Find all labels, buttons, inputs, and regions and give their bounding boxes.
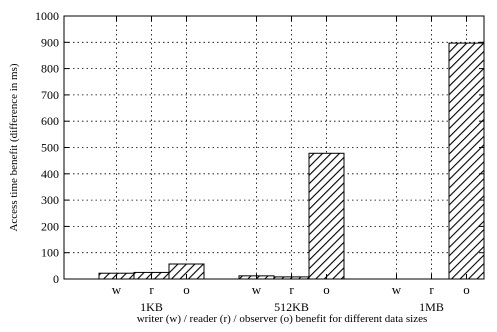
bar-512KB-o bbox=[308, 152, 345, 280]
y-tick-label: 800 bbox=[41, 62, 59, 76]
y-axis-label: Access time benefit (difference in ms) bbox=[8, 63, 20, 231]
bar-series-label: r bbox=[429, 282, 434, 297]
bar-series-label: r bbox=[289, 282, 294, 297]
group-label: 512KB bbox=[274, 300, 309, 314]
y-tick-label: 1000 bbox=[35, 9, 59, 23]
bar-series-label: o bbox=[323, 282, 330, 297]
group-label: 1MB bbox=[419, 300, 444, 314]
y-tick-label: 400 bbox=[41, 167, 59, 181]
y-tick-label: 600 bbox=[41, 114, 59, 128]
bar-1MB-o bbox=[448, 42, 485, 280]
y-tick-label: 200 bbox=[41, 219, 59, 233]
y-axis-ticks: 0 100 200 300 400 500 600 700 800 900 1000 bbox=[35, 9, 484, 286]
bar-series-label: w bbox=[112, 282, 122, 297]
category-labels: w r o 1KB w r o 512KB w r o 1MB bbox=[112, 282, 470, 314]
bar-series-label: o bbox=[183, 282, 190, 297]
bar-series-label: w bbox=[252, 282, 262, 297]
bar-series-label: w bbox=[392, 282, 402, 297]
y-tick-label: 300 bbox=[41, 193, 59, 207]
y-tick-label: 900 bbox=[41, 35, 59, 49]
grid-lines bbox=[64, 16, 484, 279]
bar-series-label: o bbox=[463, 282, 470, 297]
group-label: 1KB bbox=[140, 300, 163, 314]
y-tick-label: 700 bbox=[41, 88, 59, 102]
y-tick-label: 500 bbox=[41, 141, 59, 155]
y-tick-label: 100 bbox=[41, 246, 59, 260]
y-tick-label: 0 bbox=[53, 272, 59, 286]
bar-series-label: r bbox=[149, 282, 154, 297]
x-axis-label: writer (w) / reader (r) / observer (o) b… bbox=[137, 313, 428, 325]
